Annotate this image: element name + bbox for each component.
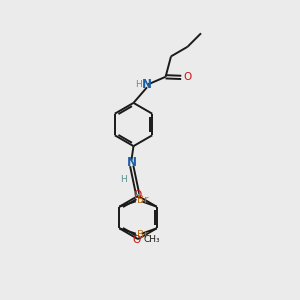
- Text: H: H: [120, 175, 127, 184]
- Text: H: H: [134, 191, 140, 200]
- Text: Br: Br: [137, 195, 148, 205]
- Text: O: O: [134, 190, 142, 200]
- Text: O: O: [183, 72, 191, 82]
- Text: N: N: [141, 78, 152, 92]
- Text: CH₃: CH₃: [143, 235, 160, 244]
- Text: N: N: [127, 155, 137, 169]
- Text: H: H: [135, 80, 142, 89]
- Text: Br: Br: [137, 230, 148, 240]
- Text: O: O: [132, 235, 140, 245]
